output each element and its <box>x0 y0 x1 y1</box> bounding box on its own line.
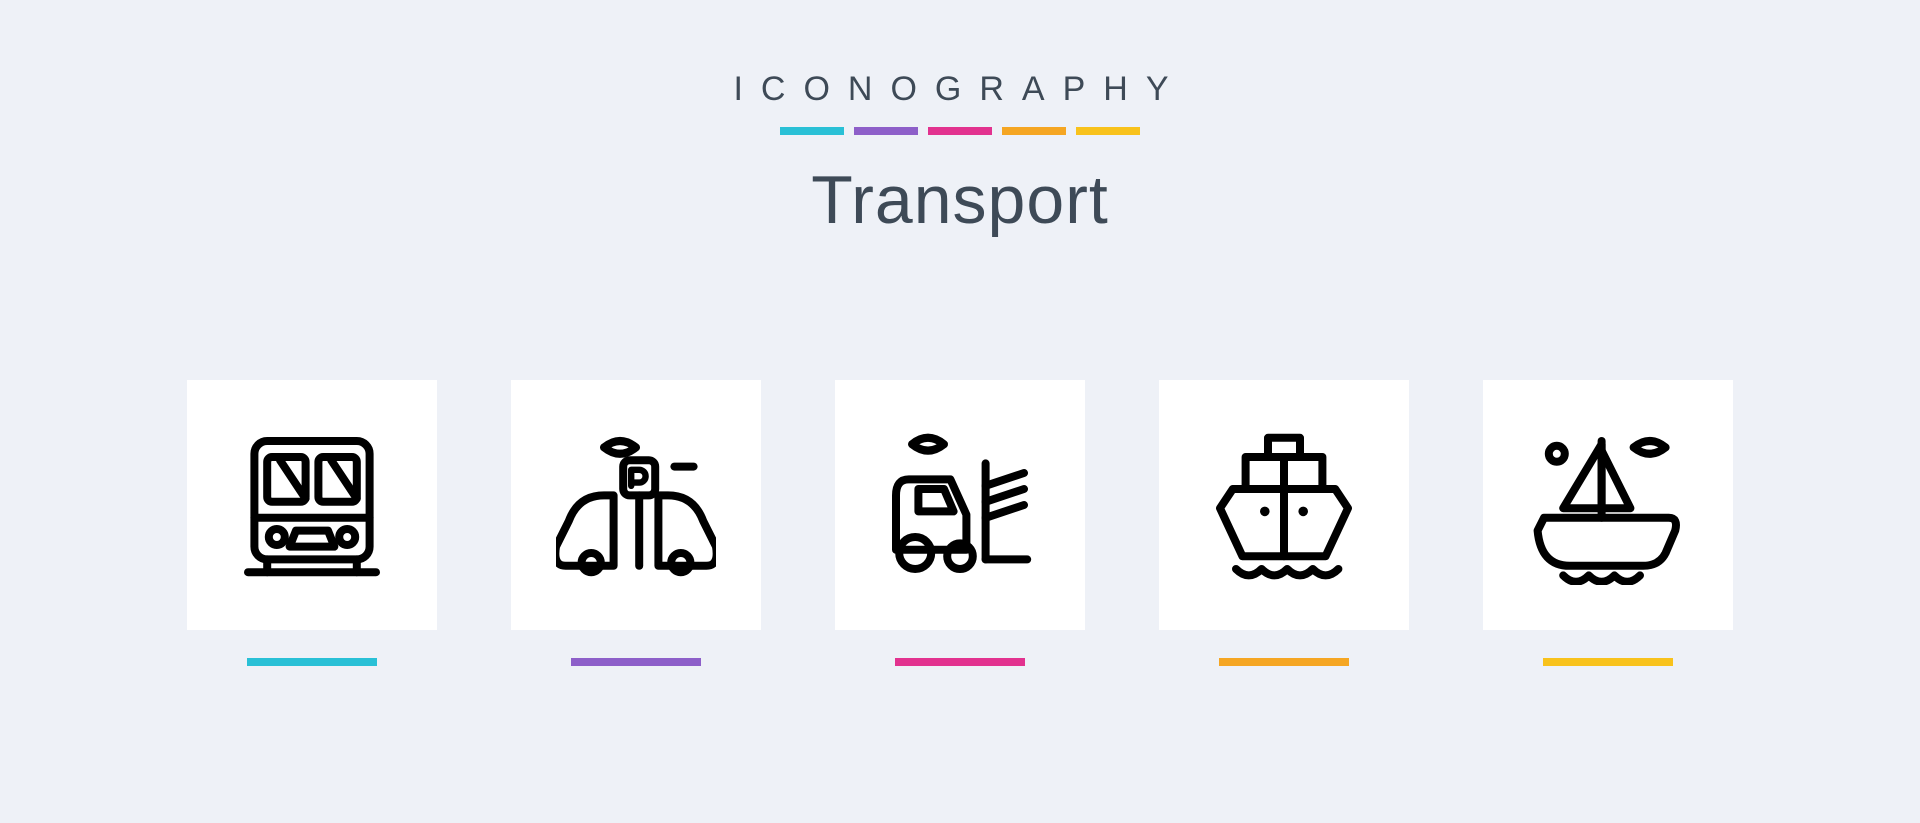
accent-bar <box>1076 127 1140 135</box>
accent-bar <box>928 127 992 135</box>
card-underline <box>1543 658 1673 666</box>
accent-bar <box>854 127 918 135</box>
brand-text: ICONOGRAPHY <box>0 70 1920 109</box>
bus-icon <box>232 425 392 585</box>
card-underline <box>571 658 701 666</box>
icon-row <box>0 380 1920 666</box>
brand-accent-bars <box>0 127 1920 135</box>
card-underline <box>895 658 1025 666</box>
icon-card-bus <box>187 380 437 666</box>
forklift-icon <box>880 425 1040 585</box>
icon-box <box>187 380 437 630</box>
ship-icon <box>1204 425 1364 585</box>
canvas: ICONOGRAPHY Transport <box>0 0 1920 823</box>
sailboat-icon <box>1528 425 1688 585</box>
card-underline <box>247 658 377 666</box>
accent-bar <box>780 127 844 135</box>
icon-box <box>511 380 761 630</box>
header: ICONOGRAPHY Transport <box>0 70 1920 239</box>
icon-box <box>1159 380 1409 630</box>
icon-box <box>1483 380 1733 630</box>
icon-card-forklift <box>835 380 1085 666</box>
icon-card-ship <box>1159 380 1409 666</box>
page-title: Transport <box>0 161 1920 239</box>
icon-card-parking <box>511 380 761 666</box>
icon-box <box>835 380 1085 630</box>
icon-card-sailboat <box>1483 380 1733 666</box>
card-underline <box>1219 658 1349 666</box>
accent-bar <box>1002 127 1066 135</box>
parking-icon <box>556 425 716 585</box>
